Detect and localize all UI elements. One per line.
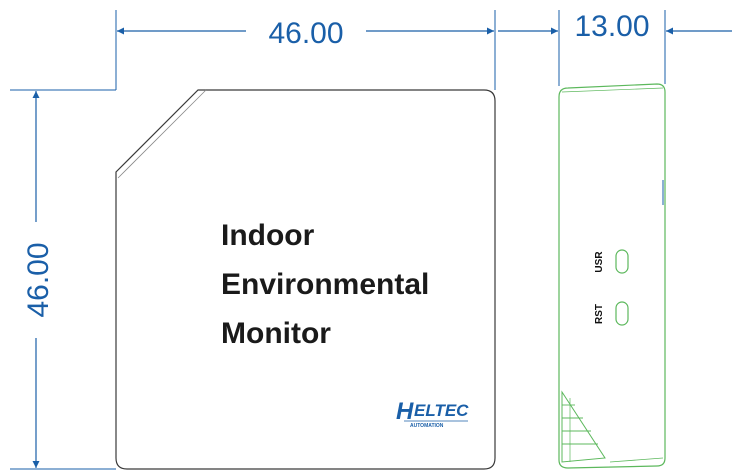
depth-dimension: 13.00 bbox=[498, 10, 732, 86]
front-view: Indoor Environmental Monitor H ELTEC AUT… bbox=[115, 89, 496, 470]
width-dimension: 46.00 bbox=[115, 10, 496, 90]
width-dimension-value: 46.00 bbox=[268, 17, 343, 50]
port-label-usr: USR bbox=[594, 251, 605, 273]
side-button-icon bbox=[615, 249, 629, 274]
product-title-line-1: Indoor bbox=[221, 219, 315, 252]
logo-brand-initial: H bbox=[396, 398, 414, 425]
height-dimension: 46.00 bbox=[10, 89, 116, 470]
port-label-rst: RST bbox=[594, 304, 605, 324]
side-outline bbox=[558, 83, 666, 469]
front-outline bbox=[115, 89, 496, 470]
side-top-inner-line bbox=[561, 87, 664, 93]
side-button-icon bbox=[615, 301, 629, 326]
height-dimension-value: 46.00 bbox=[22, 242, 55, 317]
front-corner-bevel-line bbox=[117, 89, 207, 179]
depth-dimension-value: 13.00 bbox=[574, 10, 649, 43]
product-title-line-2: Environmental bbox=[221, 268, 429, 301]
side-vent-slots bbox=[561, 390, 664, 463]
logo-tagline: AUTOMATION bbox=[410, 423, 444, 429]
side-view: USR RST bbox=[558, 83, 666, 469]
logo-brand-name: ELTEC bbox=[414, 401, 469, 420]
product-title-line-3: Monitor bbox=[221, 317, 331, 350]
heltec-logo-icon: H ELTEC AUTOMATION bbox=[396, 398, 469, 429]
